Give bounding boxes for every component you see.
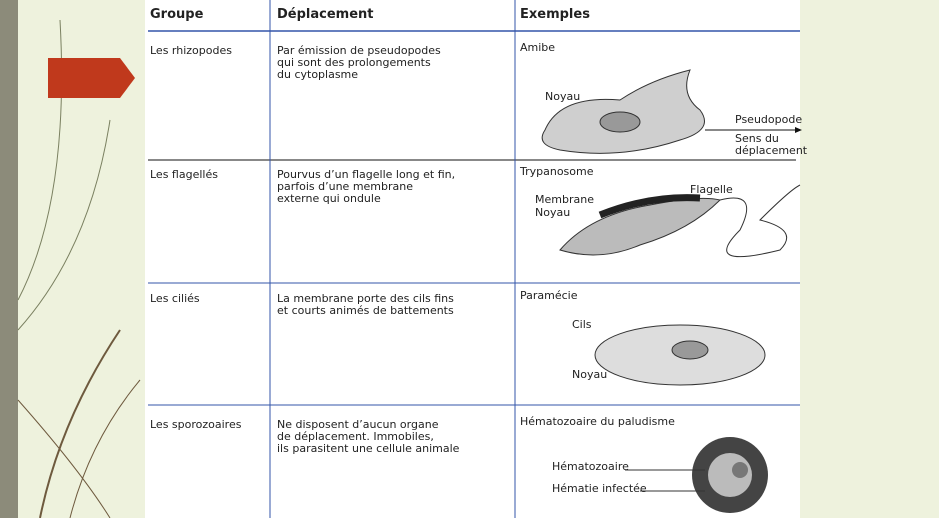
group: Les flagellés — [150, 168, 218, 181]
movement: Pourvus d’un flagelle long et fin, — [277, 168, 456, 181]
movement: Par émission de pseudopodes — [277, 44, 441, 57]
diagram-label: Membrane — [535, 193, 594, 206]
diagram-label: Pseudopode — [735, 113, 803, 126]
movement: La membrane porte des cils fins — [277, 292, 454, 305]
diagram-label: Flagelle — [690, 183, 733, 196]
diagram-label: déplacement — [735, 144, 808, 157]
movement: du cytoplasme — [277, 68, 359, 81]
movement: externe qui ondule — [277, 192, 381, 205]
example-title: Hématozoaire du paludisme — [520, 415, 675, 428]
diagram-label: Cils — [572, 318, 592, 331]
diagram-label: Noyau — [535, 206, 571, 219]
movement: et courts animés de battements — [277, 304, 454, 317]
diagram-label: Sens du — [735, 132, 779, 145]
diagram-label: Hématie infectée — [552, 482, 647, 495]
movement: ils parasitent une cellule animale — [277, 442, 460, 455]
group: Les ciliés — [150, 292, 200, 305]
header: Exemples — [520, 7, 590, 22]
example-title: Paramécie — [520, 289, 578, 302]
movement: qui sont des prolongements — [277, 56, 431, 69]
header: Déplacement — [277, 7, 374, 22]
movement: de déplacement. Immobiles, — [277, 430, 434, 443]
movement: Ne disposent d’aucun organe — [277, 418, 439, 431]
group: Les sporozoaires — [150, 418, 242, 431]
header: Groupe — [150, 7, 204, 22]
diagram-label: Noyau — [572, 368, 608, 381]
movement: parfois d’une membrane — [277, 180, 414, 193]
example-title: Trypanosome — [520, 165, 594, 178]
diagram-label: Hématozoaire — [552, 460, 629, 473]
diagram-label: Noyau — [545, 90, 581, 103]
example-title: Amibe — [520, 41, 556, 54]
group: Les rhizopodes — [150, 44, 232, 57]
